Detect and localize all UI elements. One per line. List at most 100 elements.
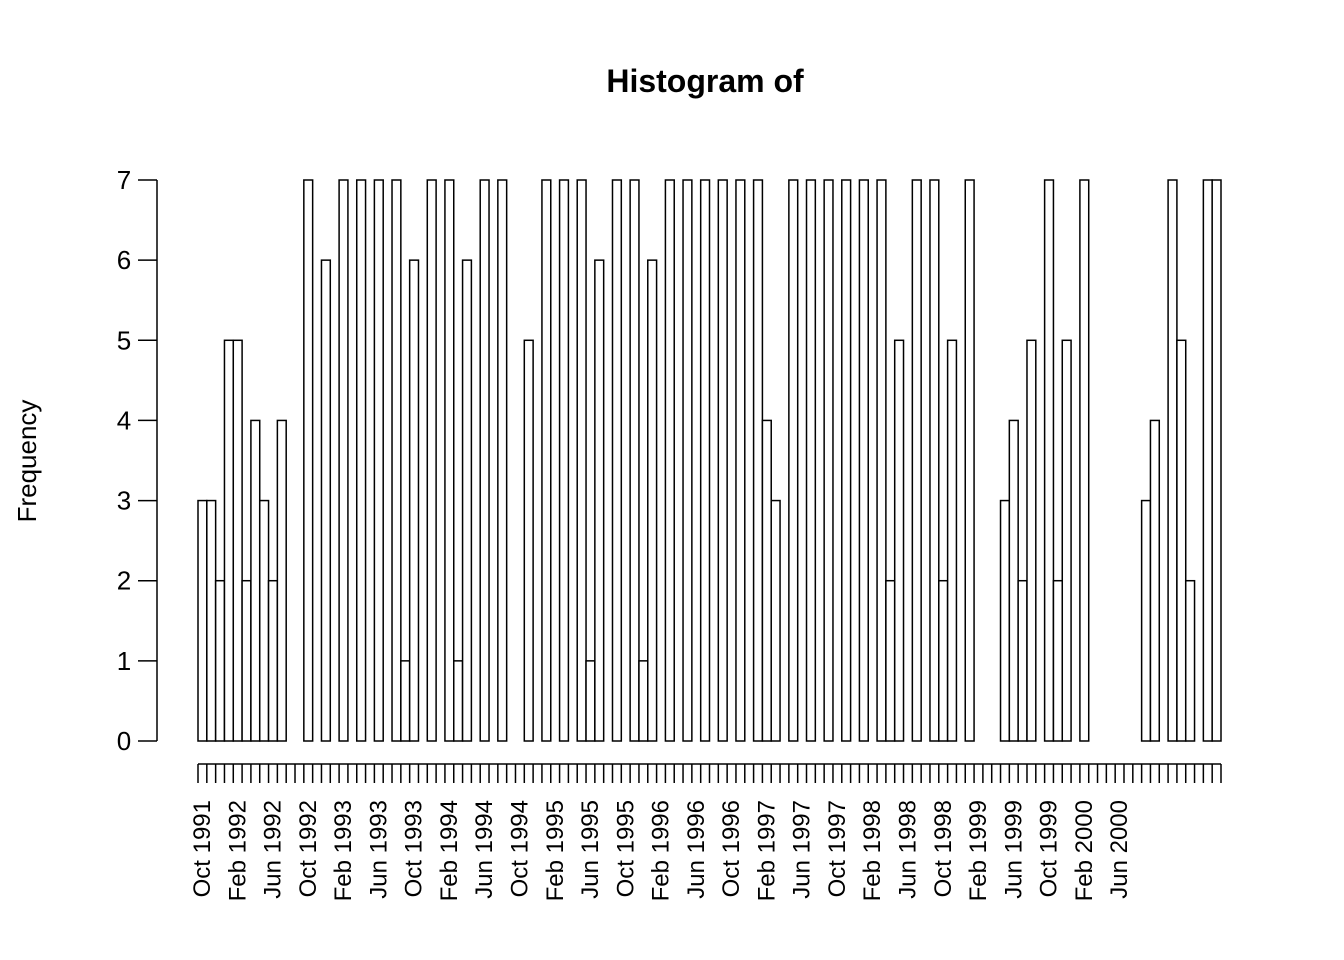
histogram-bar <box>805 179 817 742</box>
y-tick-label: 7 <box>117 165 131 195</box>
histogram-bar <box>1202 179 1213 742</box>
histogram-bar <box>1184 579 1196 742</box>
x-tick-label: Jun 1998 <box>895 800 922 899</box>
histogram-bar <box>893 339 905 742</box>
histogram-bar <box>629 179 640 742</box>
histogram-bar <box>911 179 922 742</box>
x-tick-label: Feb 1992 <box>224 800 251 901</box>
histogram-bar <box>1211 179 1222 742</box>
histogram-bar <box>232 339 243 742</box>
histogram-bar <box>241 579 252 742</box>
x-tick-label: Oct 1997 <box>824 800 851 897</box>
histogram-bar <box>1026 339 1037 742</box>
chart-title: Histogram of <box>606 63 804 99</box>
histogram-bar <box>400 660 411 742</box>
histogram-bar <box>1140 499 1152 742</box>
histogram-bar <box>373 179 384 742</box>
histogram-bar <box>453 660 464 742</box>
x-tick-label: Jun 1992 <box>260 800 287 899</box>
y-tick-label: 4 <box>117 405 131 435</box>
histogram-bar <box>858 179 869 742</box>
histogram-bar <box>647 259 658 742</box>
histogram-bar <box>206 499 217 742</box>
x-tick-label: Jun 1995 <box>577 800 604 899</box>
histogram-bar <box>250 419 261 742</box>
histogram-bar <box>338 179 349 742</box>
histogram-bar <box>735 179 746 742</box>
histogram-bar <box>841 179 852 742</box>
histogram-bar <box>576 179 587 742</box>
histogram-bar <box>638 660 649 742</box>
histogram-bar <box>276 419 287 742</box>
y-tick-label: 1 <box>117 646 131 676</box>
histogram-bar <box>585 660 596 742</box>
x-tick-label: Oct 1999 <box>1036 800 1063 897</box>
histogram-bar <box>258 499 270 742</box>
histogram-bar <box>885 579 896 742</box>
x-tick-label: Oct 1998 <box>930 800 957 897</box>
x-tick-label: Feb 1998 <box>859 800 886 901</box>
histogram-bar <box>682 179 693 742</box>
histogram-bar <box>426 179 437 742</box>
histogram-bar <box>391 179 402 742</box>
histogram-bar <box>1043 179 1055 742</box>
x-tick-label: Jun 1999 <box>1000 800 1027 899</box>
histogram-bar <box>1008 419 1019 742</box>
histogram-bar <box>1079 179 1090 742</box>
histogram-bar <box>699 179 711 742</box>
histogram-bar <box>823 179 834 742</box>
histogram-bar <box>223 339 235 742</box>
y-tick-label: 5 <box>117 325 131 355</box>
histogram-bar <box>497 179 508 742</box>
x-tick-label: Feb 1999 <box>965 800 992 901</box>
x-tick-label: Feb 1994 <box>436 800 463 901</box>
histogram-bar <box>320 259 332 742</box>
histogram-bar <box>929 179 940 742</box>
x-tick-label: Oct 1996 <box>718 800 745 897</box>
x-tick-label: Feb 1996 <box>648 800 675 901</box>
x-tick-label: Oct 1995 <box>612 800 639 897</box>
histogram-bar <box>717 179 728 742</box>
histogram-bar <box>523 339 534 742</box>
histogram-bar <box>1149 419 1161 742</box>
histogram-bar <box>444 179 455 742</box>
histogram-bar <box>999 499 1011 742</box>
x-tick-label: Jun 1996 <box>683 800 710 899</box>
y-axis-title: Frequency <box>12 400 42 523</box>
histogram-bar <box>938 579 949 742</box>
histogram-bar <box>461 259 473 742</box>
y-axis: 0 1 2 3 4 5 6 7 <box>117 165 158 756</box>
histogram-bar <box>267 579 279 742</box>
histogram-bar <box>594 259 605 742</box>
x-axis: Oct 1991 Feb 1992 Jun 1992 Oct 1992 Feb 1993… <box>189 763 1222 901</box>
y-tick-label: 2 <box>117 566 131 596</box>
histogram-bar <box>355 179 367 742</box>
histogram-bar <box>876 179 887 742</box>
x-tick-label: Feb 1993 <box>330 800 357 901</box>
y-tick-label: 6 <box>117 245 131 275</box>
histogram-bar <box>1061 339 1072 742</box>
histogram-bar <box>770 499 781 742</box>
x-tick-label: Feb 1997 <box>753 800 780 901</box>
x-tick-label: Jun 1993 <box>365 800 392 899</box>
histogram-bar <box>1017 579 1028 742</box>
histogram-bar <box>761 419 772 742</box>
histogram-bar <box>1052 579 1064 742</box>
histogram-bar <box>541 179 552 742</box>
histogram-bar <box>1167 179 1178 742</box>
histogram-bar <box>408 259 420 742</box>
x-tick-label: Jun 1994 <box>471 800 498 899</box>
histogram-bar <box>214 579 226 742</box>
histogram-bar <box>558 179 570 742</box>
histogram-bar <box>964 179 975 742</box>
bars <box>197 179 1222 742</box>
x-tick-label: Oct 1991 <box>189 800 216 897</box>
histogram-bar <box>1176 339 1187 742</box>
histogram-bar <box>197 499 208 742</box>
x-tick-label: Oct 1994 <box>506 800 533 897</box>
x-tick-label: Oct 1993 <box>401 800 428 897</box>
histogram-bar <box>479 179 490 742</box>
x-tick-label: Feb 1995 <box>542 800 569 901</box>
x-tick-label: Feb 2000 <box>1071 800 1098 901</box>
